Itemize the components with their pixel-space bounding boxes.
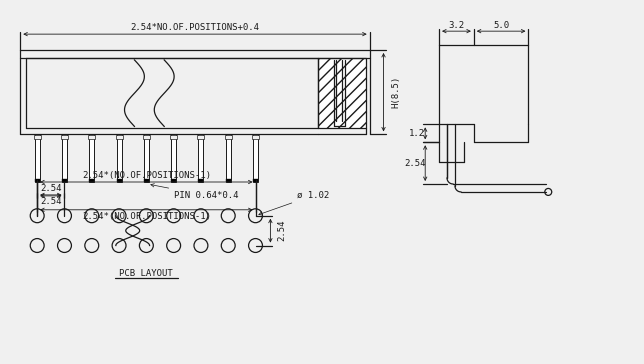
Text: ø 1.02: ø 1.02	[259, 191, 330, 215]
Bar	[33, 135, 41, 139]
Bar	[61, 135, 68, 139]
Text: PCB LAYOUT: PCB LAYOUT	[120, 269, 173, 278]
Text: 2.54: 2.54	[40, 185, 62, 193]
Text: 2.54: 2.54	[40, 197, 62, 206]
Bar	[253, 134, 258, 182]
Bar	[225, 135, 232, 139]
Bar	[143, 135, 150, 139]
Bar	[90, 179, 94, 182]
Text: 1.2: 1.2	[409, 129, 425, 138]
Bar	[198, 179, 204, 182]
Bar	[117, 134, 122, 182]
Bar	[35, 134, 40, 182]
Bar	[170, 135, 177, 139]
Bar	[88, 135, 95, 139]
Text: H(8.5): H(8.5)	[391, 76, 400, 108]
Text: PIN 0.64*0.4: PIN 0.64*0.4	[151, 184, 239, 200]
Bar	[318, 58, 366, 128]
Bar	[144, 134, 149, 182]
Bar	[90, 134, 94, 182]
Bar	[171, 179, 176, 182]
Bar	[62, 179, 67, 182]
Text: 2.54*(NO.OF.POSITIONS-1): 2.54*(NO.OF.POSITIONS-1)	[82, 171, 211, 179]
Text: 2.54: 2.54	[404, 159, 426, 168]
Text: 2.54*(NO.OF.POSITIONS-1): 2.54*(NO.OF.POSITIONS-1)	[82, 212, 211, 221]
Bar	[117, 179, 122, 182]
Bar	[198, 135, 204, 139]
Bar	[198, 134, 204, 182]
Bar	[226, 134, 231, 182]
Bar	[35, 179, 40, 182]
Text: 2.54*NO.OF.POSITIONS+0.4: 2.54*NO.OF.POSITIONS+0.4	[131, 23, 260, 32]
Bar	[144, 179, 149, 182]
Text: 5.0: 5.0	[493, 21, 509, 30]
Bar	[226, 179, 231, 182]
Text: 2.54: 2.54	[278, 220, 287, 241]
Bar	[115, 135, 122, 139]
Text: 3.2: 3.2	[448, 21, 464, 30]
Bar	[62, 134, 67, 182]
Bar	[252, 135, 259, 139]
Bar	[253, 179, 258, 182]
Bar	[171, 134, 176, 182]
